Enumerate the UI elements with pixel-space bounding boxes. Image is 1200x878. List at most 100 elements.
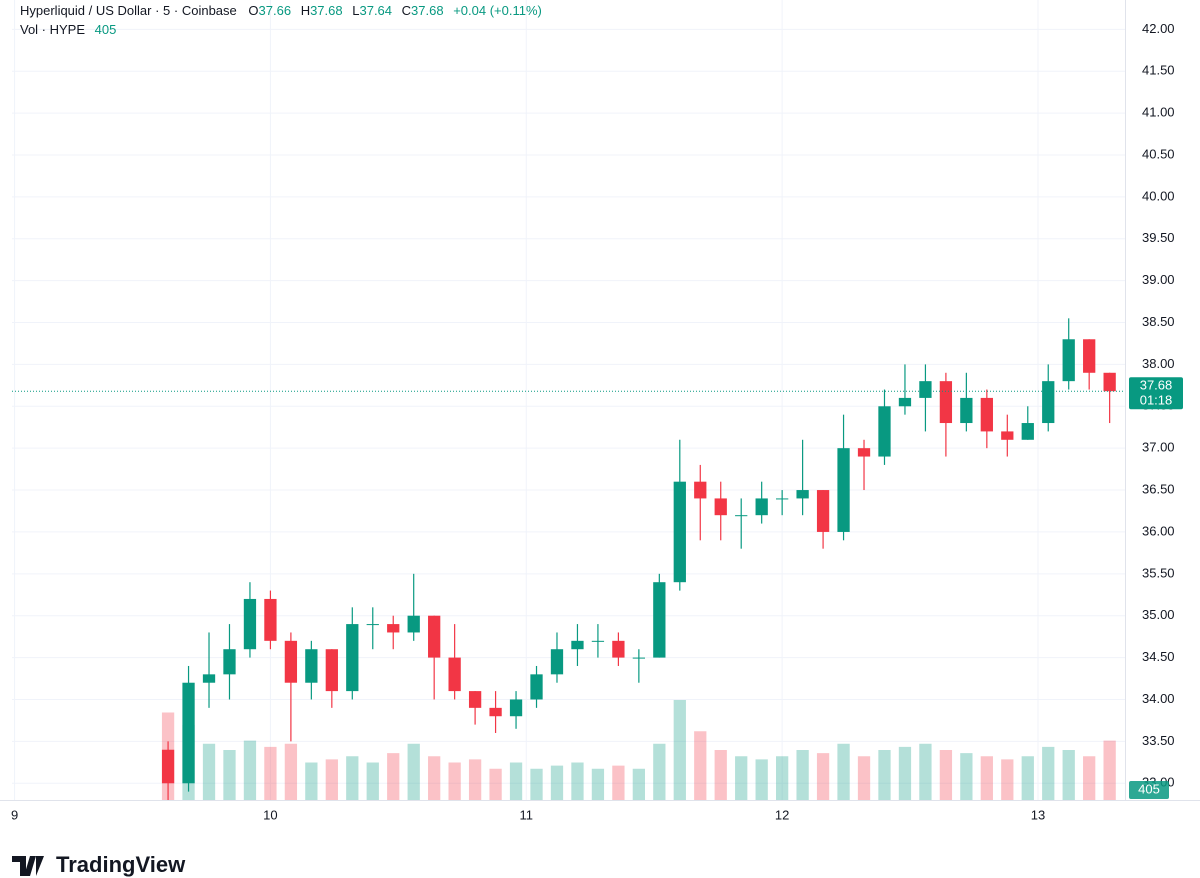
candle-body [1021,423,1034,440]
change: +0.04 (+0.11%) [453,3,542,18]
candle-body [550,649,564,675]
volume-bar [612,765,625,800]
y-tick-label: 38.50 [1142,314,1175,329]
volume-value: 405 [95,22,117,37]
volume-bar [489,768,502,800]
x-tick-label: 12 [775,807,789,822]
candle-body [489,707,502,717]
candle-body [161,749,175,784]
candle-body [796,490,809,499]
candle-body [243,598,257,650]
candle-body [898,397,912,407]
y-tick-label: 37.00 [1142,440,1175,455]
volume-bar [243,740,257,800]
volume-bar [1021,756,1034,800]
volume-layer [161,700,1116,800]
brand: TradingView [12,852,186,877]
volume-bar [632,768,646,800]
price-badge [1129,377,1183,410]
y-tick-label: 34.50 [1142,649,1175,664]
header: Hyperliquid / US Dollar · 5 · Coinbase O… [20,3,542,18]
candle-body [284,640,298,683]
price-badge-value: 37.68 [1140,378,1173,393]
volume-bar [530,768,543,800]
ohlc-value: 37.68 [310,3,343,18]
candle-body [980,397,993,432]
candle-body [182,682,195,784]
candle-body [428,615,441,658]
candle-body [612,640,625,658]
volume-bar [428,756,441,800]
volume-bar [1001,759,1014,800]
volume-bar [223,750,236,800]
volume-bar [407,743,420,800]
y-tick-label: 35.00 [1142,607,1175,622]
candle-body [1083,339,1096,373]
volume-bar [755,759,768,800]
volume-bar [878,750,891,800]
volume-legend: Vol · HYPE 405 [20,22,116,37]
candle-body [448,657,461,692]
y-tick-label: 40.00 [1142,188,1175,203]
volume-bar [1062,750,1075,800]
y-tick-label: 39.00 [1142,272,1175,287]
candle-body [530,674,543,700]
volume-bar [1083,756,1096,800]
candle-body [387,624,400,633]
grid [12,0,1125,800]
volume-bar [960,753,973,800]
candle-body [837,448,850,532]
volume-bar [366,762,379,800]
volume-bar [714,750,727,800]
volume-bar [202,743,216,800]
y-tick-label: 38.00 [1142,356,1175,371]
volume-badge [1129,781,1169,799]
symbol-title: Hyperliquid / US Dollar · 5 · Coinbase [20,3,237,18]
volume-bar [653,743,666,800]
candle-body [878,406,891,457]
volume-bar [305,762,318,800]
volume-bar [1042,746,1055,800]
candle-body [468,691,482,708]
candle-layer [161,318,1116,800]
candle-body [1062,339,1075,382]
candle-body [366,624,379,626]
ohlc-label: L [352,3,359,18]
volume-bar [919,743,932,800]
volume-bar [591,768,605,800]
ohlc-value: 37.68 [411,3,444,18]
volume-bar [857,756,871,800]
ohlc-label: C [402,3,411,18]
volume-bar [346,756,359,800]
candle-body [407,615,420,633]
ohlc-label: O [248,3,258,18]
candle-body [816,490,830,532]
brand-name: TradingView [56,852,186,877]
ohlc-label: H [301,3,310,18]
volume-bar [1103,740,1116,800]
volume-bar [816,753,830,800]
candle-body [939,381,953,424]
axes: 33.0033.5034.0034.5035.0035.5036.0036.50… [11,21,1183,822]
candle-body [673,481,686,583]
candle-body [857,448,871,457]
volume-bar [264,746,277,800]
volume-bar [509,762,523,800]
volume-bar [939,750,953,800]
candle-body [653,582,666,658]
x-tick-label: 10 [263,807,277,822]
volume-bar [325,759,338,800]
candle-body [305,649,318,683]
candle-body [960,397,973,424]
candle-body [919,381,932,398]
candle-body [1001,431,1014,440]
candle-body [632,657,646,659]
x-tick-label: 11 [520,807,534,822]
volume-bar [837,743,850,800]
x-tick-label: 9 [11,807,18,822]
volume-bar [448,762,461,800]
volume-bar [898,746,912,800]
volume-bar [468,759,482,800]
volume-bar [735,756,748,800]
